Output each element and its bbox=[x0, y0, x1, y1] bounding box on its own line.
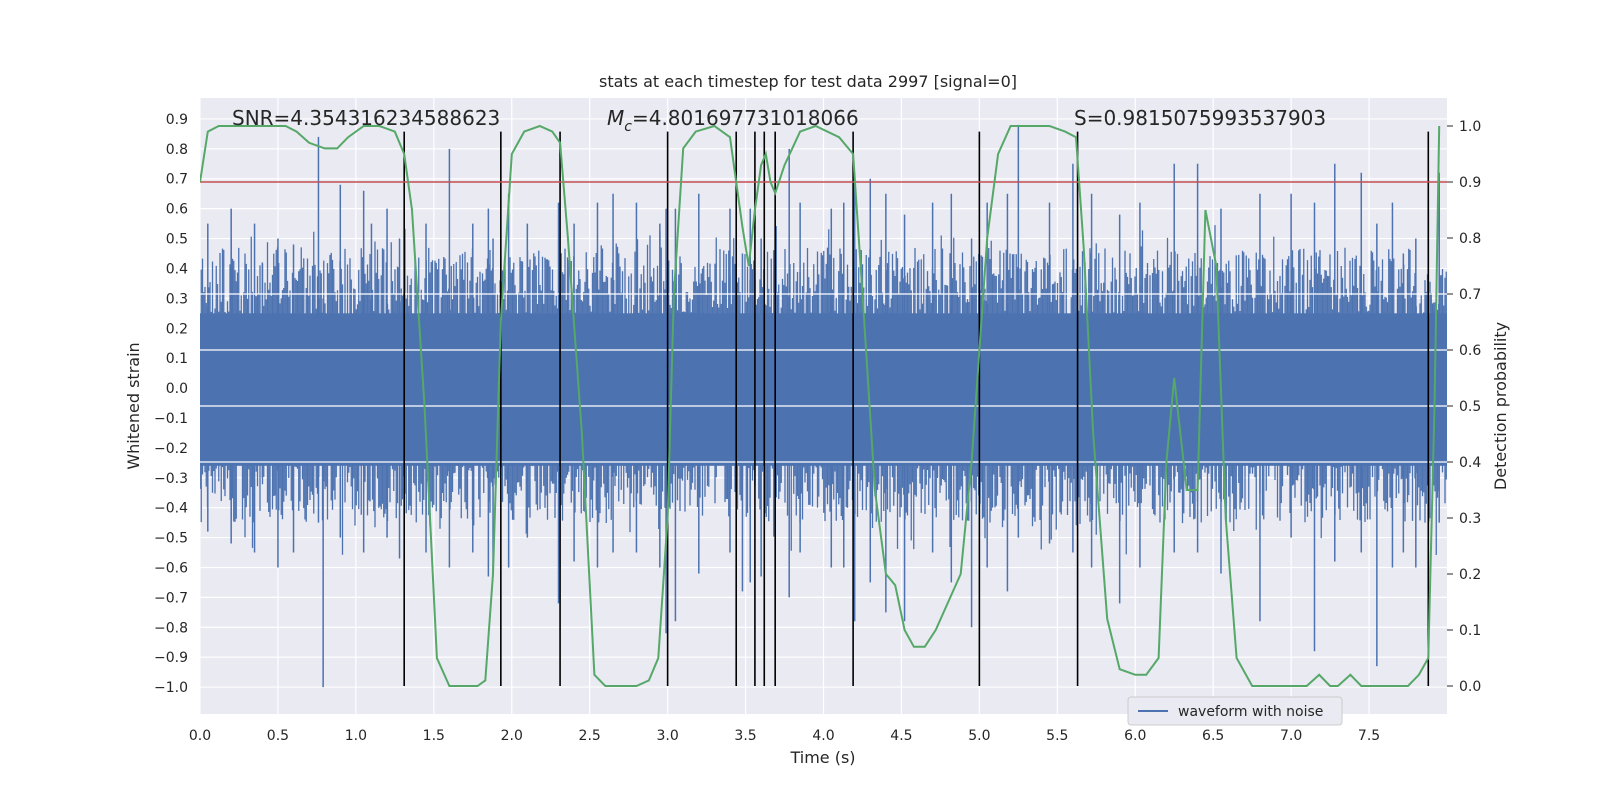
x-tick-label: 2.0 bbox=[501, 728, 523, 744]
x-tick-labels: 0.0 0.5 1.0 1.5 2.0 2.5 3.0 3.5 4.0 4.5 5.0 5.5 6.0 6… bbox=[189, 728, 1380, 744]
x-tick-label: 4.0 bbox=[812, 728, 834, 744]
chirp-mass-value: =4.801697731018066 bbox=[632, 106, 859, 130]
x-tick-label: 5.0 bbox=[968, 728, 990, 744]
y2-tick-label: 0.4 bbox=[1459, 455, 1481, 471]
waveform-core bbox=[200, 313, 1447, 466]
x-tick-label: 0.0 bbox=[189, 728, 211, 744]
y-tick-label: 0.8 bbox=[166, 142, 188, 158]
y-tick-label: −0.3 bbox=[154, 471, 188, 487]
y-tick-label: 0.2 bbox=[166, 321, 188, 337]
y-tick-label: 0.7 bbox=[166, 172, 188, 188]
y-tick-labels: 0.9 0.8 0.7 0.6 0.5 0.4 0.3 0.2 0.1 0.0 −0.1 −0.2 −0… bbox=[154, 112, 188, 696]
legend-box bbox=[1127, 696, 1343, 726]
y-tick-label: −0.5 bbox=[154, 531, 188, 547]
probability-series bbox=[200, 124, 1441, 687]
probability-line bbox=[200, 124, 1441, 687]
x-tick-label: 4.5 bbox=[890, 728, 912, 744]
chirp-mass-subscript: c bbox=[624, 119, 632, 135]
y-tick-label: 0.4 bbox=[166, 261, 188, 277]
x-tick-label: 7.0 bbox=[1280, 728, 1302, 744]
y-tick-label: 0.6 bbox=[166, 202, 188, 218]
y-tick-label: −0.4 bbox=[154, 501, 188, 517]
y-tick-label: −0.1 bbox=[154, 411, 188, 427]
y2-tick-label: 0.0 bbox=[1459, 679, 1481, 695]
y-tick-label: 0.1 bbox=[166, 351, 188, 367]
x-tick-label: 5.5 bbox=[1046, 728, 1068, 744]
y2-tick-label: 0.1 bbox=[1459, 623, 1481, 639]
y2-tick-label: 1.0 bbox=[1459, 119, 1481, 135]
x-tick-label: 1.0 bbox=[345, 728, 367, 744]
y2-tick-label: 0.3 bbox=[1459, 511, 1481, 527]
y-tick-label: −0.8 bbox=[154, 620, 188, 636]
x-tick-label: 2.5 bbox=[579, 728, 601, 744]
y-tick-label: 0.9 bbox=[166, 112, 188, 128]
y2-tick-label: 0.6 bbox=[1459, 343, 1481, 359]
y-tick-label: 0.0 bbox=[166, 381, 188, 397]
chirp-mass-symbol: M bbox=[607, 106, 624, 130]
x-tick-label: 0.5 bbox=[267, 728, 289, 744]
y-tick-label: −1.0 bbox=[154, 680, 188, 696]
y-tick-label: −0.9 bbox=[154, 650, 188, 666]
y2-tick-label: 0.2 bbox=[1459, 567, 1481, 583]
y2-tick-label: 0.5 bbox=[1459, 399, 1481, 415]
y-axis-label: Whitened strain bbox=[124, 342, 143, 469]
y2-axis-label: Detection probability bbox=[1491, 322, 1510, 490]
snr-annotation: SNR=4.354316234588623 bbox=[232, 106, 500, 130]
legend: waveform with noise bbox=[1127, 696, 1343, 726]
legend-label: waveform with noise bbox=[1178, 704, 1323, 720]
y-tick-label: 0.5 bbox=[166, 232, 188, 248]
x-axis-label: Time (s) bbox=[789, 748, 855, 767]
x-tick-label: 3.0 bbox=[656, 728, 678, 744]
x-tick-label: 6.5 bbox=[1202, 728, 1224, 744]
y2-tick-label: 0.9 bbox=[1459, 175, 1481, 191]
chirp-mass-annotation: Mc=4.801697731018066 bbox=[607, 106, 859, 135]
y2-tick-label: 0.7 bbox=[1459, 287, 1481, 303]
horizontal-reference-lines bbox=[200, 293, 1447, 463]
chart-title: stats at each timestep for test data 299… bbox=[599, 72, 1017, 91]
y-tick-label: −0.2 bbox=[154, 441, 188, 457]
y2-tick-label: 0.8 bbox=[1459, 231, 1481, 247]
y-tick-label: −0.6 bbox=[154, 560, 188, 576]
x-tick-label: 6.0 bbox=[1124, 728, 1146, 744]
y-tick-label: 0.3 bbox=[166, 291, 188, 307]
y2-tick-labels: 1.0 0.9 0.8 0.7 0.6 0.5 0.4 0.3 0.2 0.1 0.0 bbox=[1447, 119, 1481, 695]
s-annotation: S=0.9815075993537903 bbox=[1074, 106, 1326, 130]
x-tick-label: 7.5 bbox=[1358, 728, 1380, 744]
x-tick-label: 1.5 bbox=[423, 728, 445, 744]
y-tick-label: −0.7 bbox=[154, 590, 188, 606]
x-tick-label: 3.5 bbox=[734, 728, 756, 744]
event-markers bbox=[403, 131, 1430, 686]
